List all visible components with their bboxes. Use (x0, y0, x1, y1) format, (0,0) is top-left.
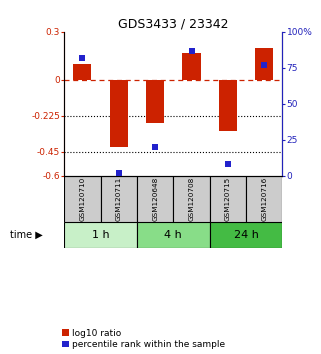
Point (80, 55, 85, 61)
Bar (182, 53, 201, 80)
Bar (64, 222, 137, 248)
Point (262, 62, 267, 68)
Bar (137, 222, 210, 248)
Bar (173, 176, 210, 222)
Bar (219, 80, 237, 131)
Point (152, 144, 158, 150)
Point (225, 161, 230, 167)
Text: time ▶: time ▶ (10, 230, 42, 240)
Bar (210, 222, 282, 248)
Bar (210, 176, 246, 222)
Text: GSM120716: GSM120716 (261, 177, 267, 221)
Point (116, 170, 121, 176)
Bar (64, 176, 100, 222)
Text: 1 h: 1 h (92, 230, 109, 240)
Bar (246, 176, 282, 222)
Point (189, 48, 194, 53)
Bar (110, 80, 128, 147)
Text: 4 h: 4 h (164, 230, 182, 240)
Bar (146, 80, 164, 123)
Bar (255, 48, 273, 80)
Text: GSM120648: GSM120648 (152, 177, 158, 221)
Legend: log10 ratio, percentile rank within the sample: log10 ratio, percentile rank within the … (62, 329, 225, 349)
Bar (137, 176, 173, 222)
Text: GSM120715: GSM120715 (225, 177, 231, 221)
Title: GDS3433 / 23342: GDS3433 / 23342 (118, 18, 229, 31)
Text: 24 h: 24 h (234, 230, 258, 240)
Text: GSM120710: GSM120710 (79, 177, 85, 221)
Text: GSM120708: GSM120708 (188, 177, 195, 221)
Text: GSM120711: GSM120711 (116, 177, 122, 221)
Bar (100, 176, 137, 222)
Bar (73, 64, 91, 80)
